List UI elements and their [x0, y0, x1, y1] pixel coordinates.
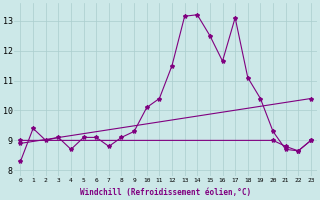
X-axis label: Windchill (Refroidissement éolien,°C): Windchill (Refroidissement éolien,°C) — [80, 188, 251, 197]
